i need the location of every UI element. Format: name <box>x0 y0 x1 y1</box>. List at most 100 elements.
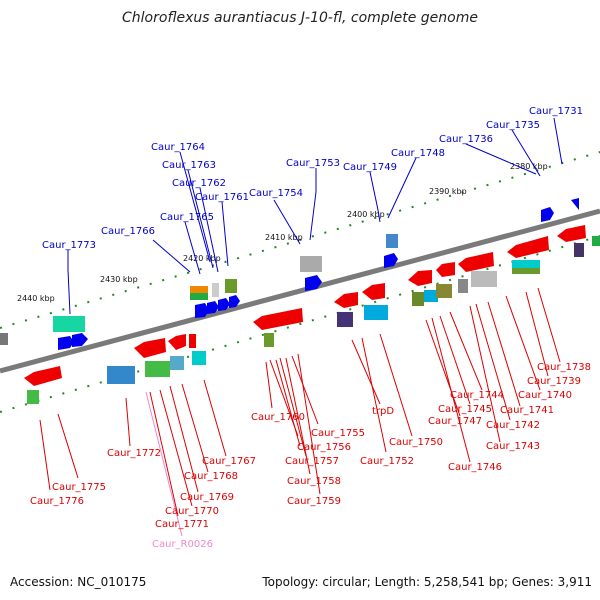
gene-label-caur-1758[interactable]: Caur_1758 <box>287 476 341 487</box>
gene-label-caur-1776[interactable]: Caur_1776 <box>30 496 84 507</box>
genome-summary-text: Topology: circular; Length: 5,258,541 bp… <box>262 575 592 589</box>
gene-block <box>436 284 452 298</box>
gene-label-caur-1739[interactable]: Caur_1739 <box>527 376 581 387</box>
gene-label-caur-1760[interactable]: Caur_1760 <box>251 412 305 423</box>
map-title: Chloroflexus aurantiacus J-10-fl, comple… <box>122 10 478 26</box>
gene-label-caur-1747[interactable]: Caur_1747 <box>428 416 482 427</box>
gene-label-caur-1755[interactable]: Caur_1755 <box>311 428 365 439</box>
forward-gene-arrow <box>541 207 554 222</box>
gene-label-caur-1736[interactable]: Caur_1736 <box>439 134 493 145</box>
genome-backbone <box>0 208 600 374</box>
bottom-label-leaders <box>39 287 561 537</box>
scale-label-2410: 2410 kbp <box>265 233 303 242</box>
gene-label-caur-1759[interactable]: Caur_1759 <box>287 496 341 507</box>
gene-label-caur-r0026[interactable]: Caur_R0026 <box>152 539 213 550</box>
leader-line <box>184 221 201 275</box>
gene-block <box>170 356 184 370</box>
leader-line <box>39 419 51 491</box>
gene-label-caur-1762[interactable]: Caur_1762 <box>172 178 226 189</box>
leader-line <box>199 187 219 273</box>
gene-block <box>225 279 237 293</box>
gene-label-caur-1757[interactable]: Caur_1757 <box>285 456 339 467</box>
reverse-gene-arrow <box>134 338 166 358</box>
gene-label-caur-1750[interactable]: Caur_1750 <box>389 437 443 448</box>
gene-block <box>458 279 468 293</box>
gene-label-caur-1753[interactable]: Caur_1753 <box>286 158 340 169</box>
leader-line <box>125 397 131 447</box>
gene-label-caur-1749[interactable]: Caur_1749 <box>343 162 397 173</box>
leader-line <box>279 357 307 457</box>
reverse-gene-arrow <box>24 366 62 386</box>
gene-block <box>189 334 196 348</box>
scale-label-2380: 2380 kbp <box>510 162 548 171</box>
gene-label-caur-1764[interactable]: Caur_1764 <box>151 142 205 153</box>
reverse-gene-arrow <box>362 283 385 300</box>
leader-line <box>361 337 387 453</box>
gene-label-caur-1740[interactable]: Caur_1740 <box>518 390 572 401</box>
gene-block <box>471 271 497 287</box>
scale-label-2400: 2400 kbp <box>347 210 385 219</box>
gene-label-caur-1752[interactable]: Caur_1752 <box>360 456 414 467</box>
leader-line <box>297 353 321 495</box>
leader-line <box>537 287 561 363</box>
gene-label-trpd[interactable]: trpD <box>372 406 394 417</box>
gene-label-caur-1772[interactable]: Caur_1772 <box>107 448 161 459</box>
scale-label-2420: 2420 kbp <box>183 254 221 263</box>
gene-label-caur-1731[interactable]: Caur_1731 <box>529 106 583 117</box>
leader-line <box>369 171 381 223</box>
gene-label-caur-1735[interactable]: Caur_1735 <box>486 120 540 131</box>
gene-label-caur-1765[interactable]: Caur_1765 <box>160 212 214 223</box>
leader-line <box>291 355 319 425</box>
gene-label-caur-1756[interactable]: Caur_1756 <box>297 442 351 453</box>
gene-label-caur-1763[interactable]: Caur_1763 <box>162 160 216 171</box>
gene-label-caur-1748[interactable]: Caur_1748 <box>391 148 445 159</box>
gene-label-caur-1770[interactable]: Caur_1770 <box>165 506 219 517</box>
gene-label-caur-1742[interactable]: Caur_1742 <box>486 420 540 431</box>
upper-guide-track <box>0 151 600 329</box>
forward-gene-arrow <box>195 303 209 318</box>
gene-label-caur-1761[interactable]: Caur_1761 <box>195 192 249 203</box>
gene-label-caur-1771[interactable]: Caur_1771 <box>155 519 209 530</box>
reverse-gene-arrow <box>557 225 586 242</box>
leader-line <box>379 333 413 437</box>
gene-label-caur-1738[interactable]: Caur_1738 <box>537 362 591 373</box>
leader-line <box>169 385 199 493</box>
forward-gene-arrow <box>58 336 74 350</box>
gene-label-caur-1744[interactable]: Caur_1744 <box>450 390 504 401</box>
gene-block <box>412 292 424 306</box>
leader-line <box>351 339 381 405</box>
leader-line <box>487 301 521 407</box>
top-label-leaders <box>67 117 563 315</box>
gene-label-caur-1746[interactable]: Caur_1746 <box>448 462 502 473</box>
gene-label-caur-1775[interactable]: Caur_1775 <box>52 482 106 493</box>
leader-line <box>265 361 273 409</box>
gene-label-caur-1769[interactable]: Caur_1769 <box>180 492 234 503</box>
gene-block <box>212 283 219 297</box>
leader-line <box>187 169 214 269</box>
reverse-gene-arrow <box>253 308 303 330</box>
gene-label-caur-1745[interactable]: Caur_1745 <box>438 404 492 415</box>
leader-line <box>465 143 537 175</box>
leader-line <box>425 319 461 417</box>
leader-line <box>431 317 471 463</box>
gene-label-caur-1754[interactable]: Caur_1754 <box>249 188 303 199</box>
gene-label-caur-1767[interactable]: Caur_1767 <box>202 456 256 467</box>
gene-label-caur-1768[interactable]: Caur_1768 <box>184 471 238 482</box>
reverse-gene-arrow <box>507 236 549 258</box>
gene-block <box>190 293 208 300</box>
leader-line <box>159 389 193 507</box>
reverse-gene-arrow <box>458 252 494 272</box>
bottom-gene-labels: Caur_1776 Caur_1775 Caur_1772 Caur_R0026… <box>30 362 591 550</box>
gene-features <box>0 198 600 404</box>
gene-block <box>592 236 600 246</box>
leader-line <box>309 168 317 241</box>
forward-gene-arrow <box>571 198 579 210</box>
gene-label-caur-1766[interactable]: Caur_1766 <box>101 226 155 237</box>
reverse-gene-arrow <box>408 270 432 286</box>
gene-label-caur-1743[interactable]: Caur_1743 <box>486 441 540 452</box>
gene-block <box>145 361 170 377</box>
gene-label-caur-1741[interactable]: Caur_1741 <box>500 405 554 416</box>
reverse-gene-arrow <box>168 334 186 350</box>
forward-gene-arrow <box>72 333 88 347</box>
gene-label-caur-1773[interactable]: Caur_1773 <box>42 240 96 251</box>
